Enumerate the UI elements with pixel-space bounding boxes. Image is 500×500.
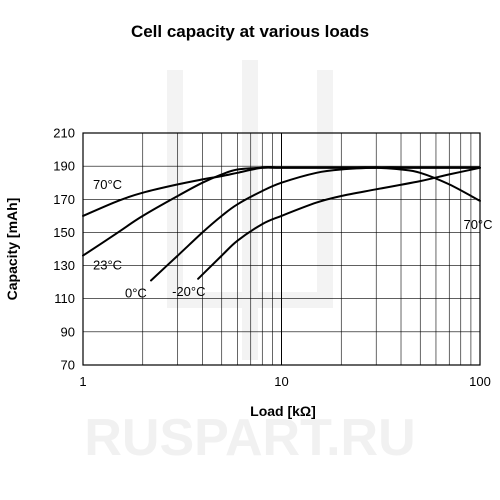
series-label-1: 23°C <box>93 258 122 273</box>
annotation-label-0: 70°C <box>463 217 492 232</box>
series-line-3 <box>197 166 481 280</box>
chart-series <box>82 166 481 282</box>
chart-title: Cell capacity at various loads <box>131 22 369 41</box>
series-label-3: -20°C <box>172 284 205 299</box>
y-tick-label: 170 <box>53 192 75 207</box>
series-label-0: 70°C <box>93 177 122 192</box>
watermark-logo <box>167 60 333 360</box>
series-label-2: 0°C <box>125 285 147 300</box>
x-tick-label: 1 <box>79 374 86 389</box>
y-tick-label: 70 <box>61 358 75 373</box>
y-tick-label: 130 <box>53 258 75 273</box>
y-axis-label: Capacity [mAh] <box>4 198 20 301</box>
x-tick-label: 10 <box>274 374 288 389</box>
x-tick-label: 100 <box>469 374 491 389</box>
y-tick-label: 150 <box>53 225 75 240</box>
y-tick-label: 90 <box>61 324 75 339</box>
watermark-text: RUSPART.RU <box>84 409 415 467</box>
x-axis-ticks: 1 10 100 <box>79 374 490 389</box>
y-tick-label: 210 <box>53 126 75 141</box>
series-labels: 70°C 23°C0°C -20°C 70°C <box>93 177 493 301</box>
y-axis-ticks: 70 90 110 130 150 170 190 210 <box>53 126 75 373</box>
y-tick-label: 110 <box>54 291 75 306</box>
x-axis-label: Load [kΩ] <box>250 403 316 419</box>
y-tick-label: 190 <box>53 159 75 174</box>
chart-grid <box>82 132 481 366</box>
series-line-2 <box>150 166 481 282</box>
